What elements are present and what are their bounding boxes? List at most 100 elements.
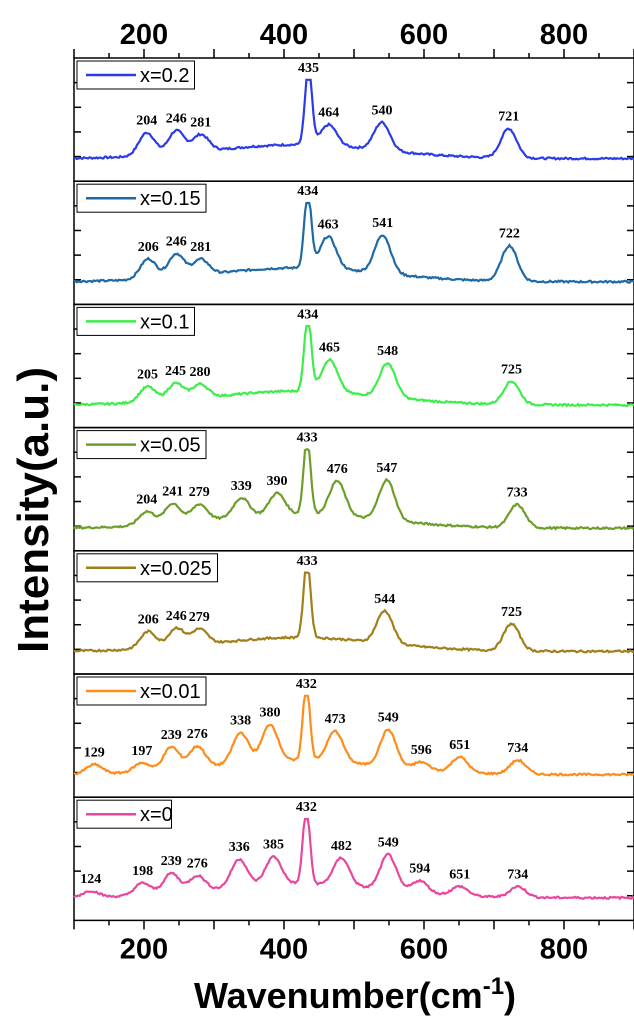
top-tick-label: 200 [120,19,168,51]
bottom-tick-label: 800 [540,933,588,965]
peak-label: 390 [267,474,288,489]
peak-label: 239 [161,854,182,869]
peak-label: 544 [374,592,395,607]
panel-1: 206 246 281 434 463 541 722 x=0.15 [73,180,634,306]
peak-label: 651 [449,867,470,882]
peak-label: 205 [137,368,158,383]
panel-5: 129 197 239 276 338 380 432 473 549 596 651 734 x=0.… [73,673,634,798]
legend-box [76,60,195,90]
peak-label: 279 [189,485,210,500]
legend-label: x=0.05 [140,435,201,457]
top-axis: 200 400 600 800 [73,19,634,58]
panel-2: 205 245 280 434 465 548 725 x=0.1 [73,303,634,429]
peak-label: 434 [297,184,318,199]
legend: x=0 [76,799,173,829]
peak-label: 464 [318,106,339,121]
panel-3: 204 241 279 339 390 433 476 547 733 x=0.05 [73,426,634,552]
peak-label: 433 [297,431,318,446]
peak-label: 336 [229,840,250,855]
peak-label: 129 [84,746,105,761]
peak-label: 246 [166,235,187,250]
peak-label: 734 [507,868,528,883]
peak-label: 433 [297,554,318,569]
legend: x=0.15 [76,183,207,213]
legend-label: x=0.025 [140,558,212,580]
peak-label: 245 [165,364,186,379]
peak-label: 432 [296,800,317,815]
peak-label: 596 [411,743,432,758]
peak-label: 549 [378,711,399,726]
peak-label: 435 [298,61,319,76]
x-axis-label: Wavenumber(cm-1) [194,973,516,1016]
peak-label: 206 [138,240,159,255]
series-line [73,817,634,901]
panel-6: 124 198 239 276 336 385 432 482 549 594 651 734 x=0 [73,796,634,922]
peak-label: 124 [80,872,101,887]
peak-label: 246 [166,112,187,127]
peak-label: 276 [187,857,208,872]
y-axis-label: Intensity(a.u.) [9,367,58,653]
peak-label: 465 [319,341,340,356]
peak-label: 434 [297,307,318,322]
peak-label: 541 [372,216,393,231]
legend: x=0.025 [76,553,218,583]
peak-label: 540 [372,103,393,118]
peak-label: 276 [187,727,208,742]
peak-label: 548 [377,344,398,359]
peak-label: 241 [162,485,183,500]
series-line [73,571,634,654]
x-axis-label-sup: -1 [483,973,504,1000]
series-line [73,201,634,285]
bottom-tick-label: 600 [400,933,448,965]
top-tick-label: 400 [260,19,308,51]
peak-label: 281 [190,116,211,131]
x-axis-label-main: Wavenumber(cm [194,975,483,1016]
series-line [73,448,634,531]
peak-label: 547 [376,461,397,476]
bottom-tick-label: 200 [120,933,168,965]
peak-label: 733 [507,486,528,501]
series-line [73,78,634,161]
peak-label: 246 [166,609,187,624]
legend: x=0.2 [76,60,195,90]
top-tick-label: 600 [400,19,448,51]
legend-label: x=0.1 [140,311,189,333]
peak-label: 380 [260,705,281,720]
peak-label: 204 [136,114,157,129]
peak-label: 385 [263,838,284,853]
peak-label: 734 [507,741,528,756]
legend: x=0.1 [76,306,195,336]
peak-label: 549 [378,835,399,850]
series-line [73,325,634,408]
bottom-axis: 200 400 600 800 [73,920,634,965]
peak-label: 338 [230,714,251,729]
x-axis-label-close: ) [504,975,516,1016]
peak-label: 281 [190,240,211,255]
peak-label: 339 [231,479,252,494]
peak-label: 239 [161,728,182,743]
peak-label: 482 [331,839,352,854]
legend-label: x=0 [140,804,173,826]
peak-label: 280 [190,365,211,380]
peak-label: 197 [131,744,152,759]
legend-label: x=0.15 [140,188,201,210]
peak-label: 721 [498,110,519,125]
panel-0: 204 246 281 435 464 540 721 x=0.2 [73,57,634,182]
legend-label: x=0.2 [140,65,189,87]
peak-label: 206 [138,613,159,628]
peak-label: 651 [449,738,470,753]
panel-4: 206 246 279 433 544 725 x=0.025 [73,550,634,675]
peak-label: 204 [136,493,157,508]
peak-label: 725 [501,605,522,620]
peak-label: 198 [132,864,153,879]
legend: x=0.05 [76,430,207,460]
legend-label: x=0.01 [140,681,201,703]
series-line [73,694,634,777]
peak-label: 594 [409,862,430,877]
peak-label: 473 [325,712,346,727]
legend: x=0.01 [76,676,207,706]
peak-label: 725 [501,362,522,377]
peak-label: 476 [327,462,348,477]
